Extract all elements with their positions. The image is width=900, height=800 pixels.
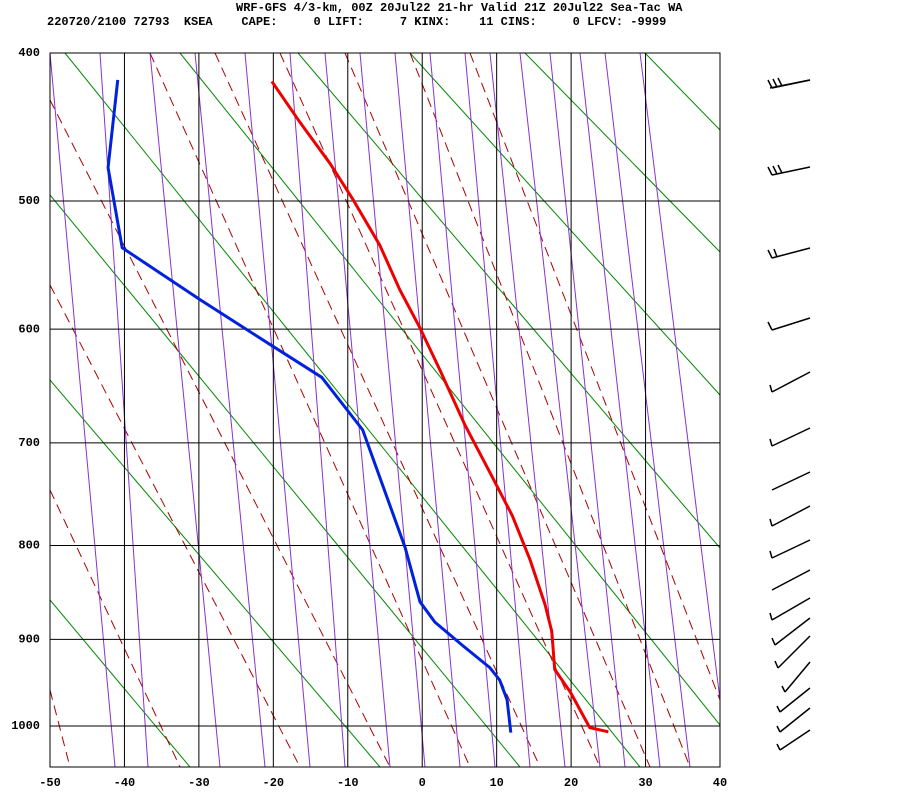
- y-tick-label: 900: [18, 632, 40, 646]
- y-tick-label: 1000: [11, 719, 40, 733]
- y-tick-label: 400: [18, 46, 40, 60]
- profiles: [106, 79, 609, 734]
- x-tick-label: 0: [419, 776, 426, 790]
- profile-line: [270, 80, 609, 734]
- x-tick-label: 30: [638, 776, 652, 790]
- x-tick-label: -10: [337, 776, 359, 790]
- x-tick-label: 40: [713, 776, 727, 790]
- reference-lines: [50, 53, 720, 767]
- plot-frame: [49, 52, 721, 768]
- mixing-ratio-lines: [50, 53, 720, 767]
- y-tick-label: 700: [18, 436, 40, 450]
- x-tick-label: -40: [114, 776, 136, 790]
- x-tick-label: 20: [564, 776, 578, 790]
- x-tick-label: 10: [489, 776, 503, 790]
- y-tick-label: 800: [18, 539, 40, 553]
- y-tick-label: 500: [18, 194, 40, 208]
- y-tick-label: 600: [18, 322, 40, 336]
- x-tick-label: -50: [39, 776, 61, 790]
- x-tick-label: -30: [188, 776, 210, 790]
- chart-subtitle: 220720/2100 72793 KSEA CAPE: 0 LIFT: 7 K…: [47, 15, 666, 29]
- x-tick-label: -20: [263, 776, 285, 790]
- chart-title: WRF-GFS 4/3-km, 00Z 20Jul22 21-hr Valid …: [236, 1, 683, 15]
- wind-barbs: [767, 77, 811, 751]
- profile-line: [106, 79, 513, 733]
